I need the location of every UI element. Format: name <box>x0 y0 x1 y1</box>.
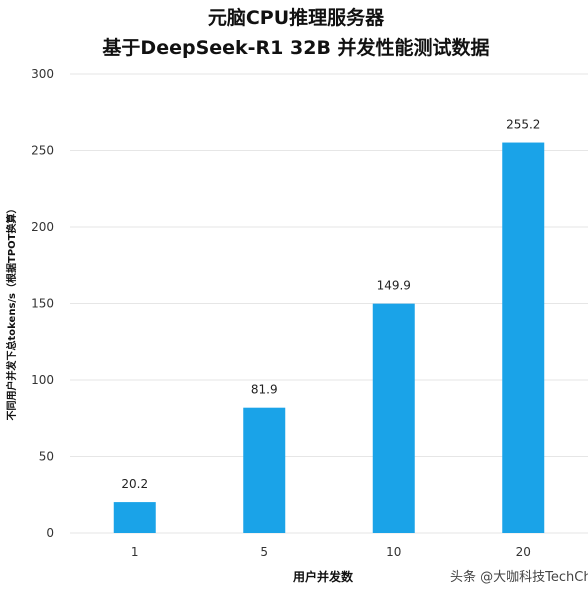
chart-title-line-2: 基于DeepSeek-R1 32B 并发性能测试数据 <box>101 36 489 59</box>
y-tick-label-0: 0 <box>46 526 54 540</box>
x-axis-label: 用户并发数 <box>292 569 354 584</box>
y-tick-label-200: 200 <box>31 220 54 234</box>
y-axis-ticks: 0 50 100 150 200 250 300 <box>31 67 54 540</box>
data-label-5: 81.9 <box>251 383 278 397</box>
y-tick-label-300: 300 <box>31 67 54 81</box>
data-label-1: 20.2 <box>121 477 148 491</box>
bars: 20.2 81.9 149.9 255.2 <box>113 118 545 533</box>
y-tick-label-50: 50 <box>39 450 54 464</box>
x-tick-label-20: 20 <box>516 545 531 559</box>
x-tick-label-1: 1 <box>131 545 139 559</box>
bar-20 <box>502 142 545 533</box>
chart-title-line-1: 元脑CPU推理服务器 <box>208 6 385 29</box>
y-axis-label: 不同用户并发下总tokens/s（根据TPOT换算） <box>5 204 18 421</box>
y-tick-label-150: 150 <box>31 297 54 311</box>
data-label-10: 149.9 <box>377 279 411 293</box>
grid-lines <box>70 73 588 534</box>
bar-1 <box>113 502 156 533</box>
y-tick-label-100: 100 <box>31 373 54 387</box>
data-label-20: 255.2 <box>506 118 540 132</box>
x-axis-ticks: 1 5 10 20 <box>131 545 531 559</box>
bar-10 <box>372 303 415 533</box>
y-tick-label-250: 250 <box>31 144 54 158</box>
x-tick-label-5: 5 <box>260 545 268 559</box>
x-tick-label-10: 10 <box>386 545 401 559</box>
bar-5 <box>243 407 286 533</box>
watermark: 头条 @大咖科技TechChic <box>450 570 588 585</box>
